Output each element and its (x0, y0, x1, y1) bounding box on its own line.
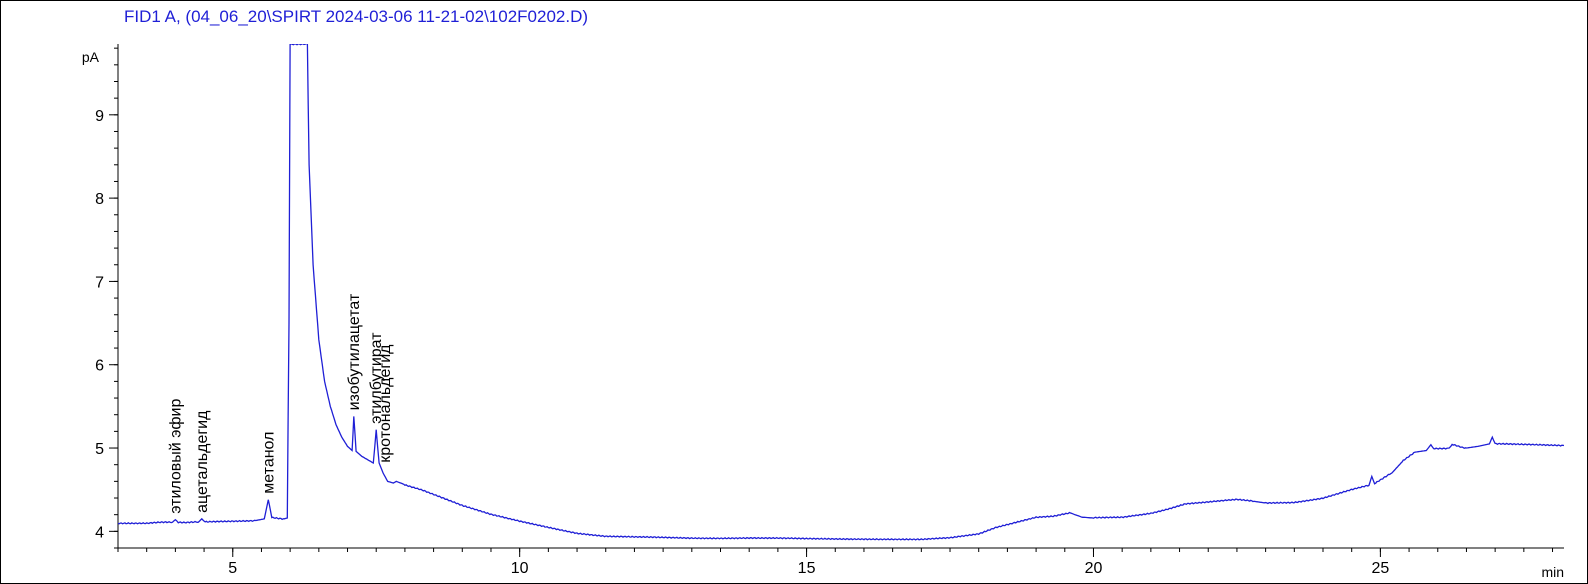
y-tick-label: 8 (95, 191, 104, 208)
peak-label: этиловый эфир (167, 399, 184, 514)
axes: 4 5 6 7 8 9 5 10 15 20 25 (95, 44, 1564, 577)
x-axis-unit: min (1541, 564, 1564, 580)
peak-label: ацетальдегид (194, 410, 211, 513)
y-tick-label: 9 (95, 108, 104, 125)
x-tick-label: 20 (1085, 560, 1103, 577)
chart-title: FID1 A, (04_06_20\SPIRT 2024-03-06 11-21… (124, 7, 588, 26)
y-tick-label: 7 (95, 274, 104, 291)
x-tick-label: 5 (228, 560, 237, 577)
peak-label: метанол (260, 432, 277, 494)
peak-label: изобутилацетат (346, 293, 363, 410)
peak-label: кротональдегид (377, 344, 394, 463)
x-tick-label: 15 (798, 560, 816, 577)
y-tick-label: 4 (95, 524, 104, 541)
x-tick-label: 10 (511, 560, 529, 577)
plot-area (118, 44, 1564, 541)
y-tick-label: 5 (95, 441, 104, 458)
y-axis-unit: pA (82, 49, 100, 65)
x-tick-label: 25 (1371, 560, 1389, 577)
y-tick-label: 6 (95, 358, 104, 375)
signal-trace (118, 44, 1564, 541)
peak-labels: этиловый эфир ацетальдегид метанол изобутил… (167, 293, 393, 514)
peak-label: этилбутират (368, 332, 385, 424)
